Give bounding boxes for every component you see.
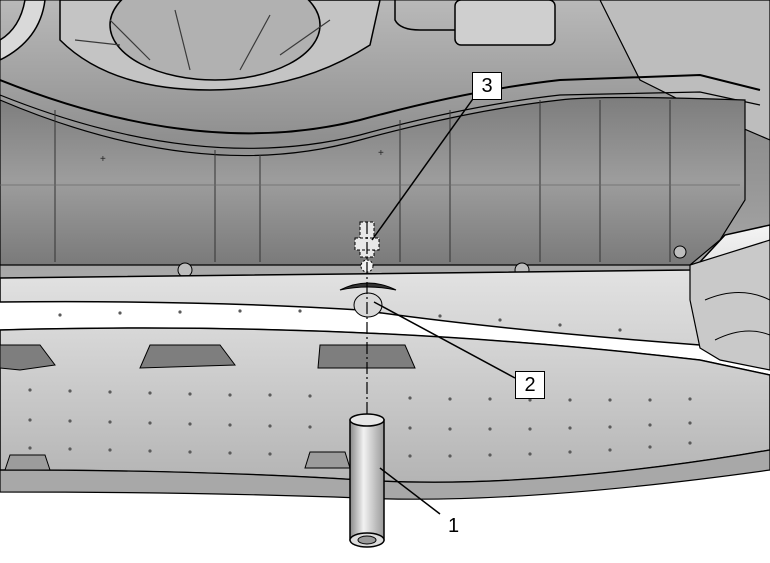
svg-text:+: + (100, 154, 106, 165)
callout-3-label: 3 (481, 74, 493, 97)
svg-text:+: + (378, 148, 384, 159)
callout-2-label: 2 (524, 373, 536, 396)
callout-leader-lines (371, 95, 516, 515)
condenser-panel: + + (0, 96, 746, 278)
callout-2: 2 (515, 371, 545, 399)
access-hole (339, 282, 397, 318)
callout-3: 3 (472, 72, 502, 100)
callout-1: 1 (448, 515, 459, 538)
socket-extension-tool (349, 413, 385, 548)
lower-air-deflector (0, 239, 770, 500)
callout-1-label: 1 (448, 515, 460, 537)
